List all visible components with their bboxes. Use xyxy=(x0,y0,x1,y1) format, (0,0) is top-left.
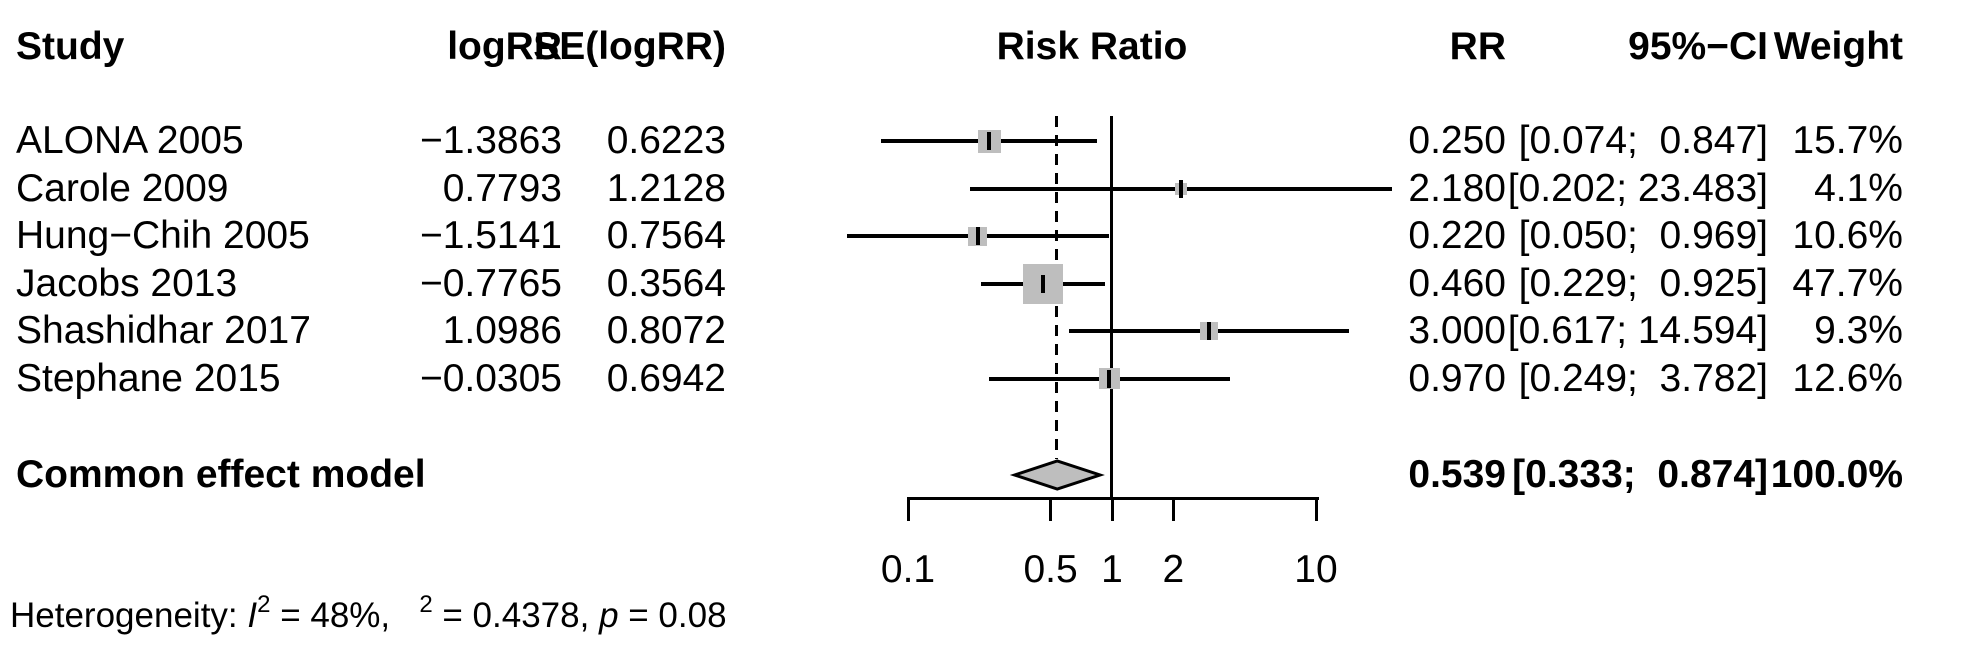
study-weight: 12.6% xyxy=(1792,356,1903,400)
col-header-risk-ratio: Risk Ratio xyxy=(996,25,1188,68)
study-weight: 15.7% xyxy=(1792,119,1903,162)
study-rr: 2.180 xyxy=(1408,166,1506,210)
study-se: 1.2128 xyxy=(606,166,726,210)
study-se: 0.8072 xyxy=(606,309,726,352)
study-logrr: −1.3863 xyxy=(419,119,562,162)
study-logrr: −0.7765 xyxy=(419,261,562,305)
x-axis-tick-label: 10 xyxy=(1294,548,1338,591)
x-axis-tick-label: 0.1 xyxy=(880,548,936,591)
x-axis-tick xyxy=(1314,497,1318,521)
study-logrr: −1.5141 xyxy=(419,214,562,257)
summary-label: Common effect model xyxy=(16,453,426,496)
x-axis-tick xyxy=(1171,497,1175,521)
study-name: Shashidhar 2017 xyxy=(16,309,311,352)
heterogeneity-note: Heterogeneity: I2 = 48%, 2 = 0.4378, p =… xyxy=(10,591,727,635)
study-rr: 3.000 xyxy=(1408,309,1506,352)
study-se: 0.3564 xyxy=(606,261,726,305)
summary-ci: [0.333; 0.874] xyxy=(1512,453,1768,496)
point-estimate-tick xyxy=(1207,322,1212,340)
study-rr: 0.220 xyxy=(1408,214,1506,257)
x-axis-tick xyxy=(906,497,910,521)
study-logrr: 1.0986 xyxy=(442,309,562,352)
point-estimate-tick xyxy=(987,132,992,150)
col-header-logrr: logRR xyxy=(447,25,562,68)
study-ci: [0.074; 0.847] xyxy=(1518,119,1768,162)
study-logrr: −0.0305 xyxy=(419,356,562,400)
study-weight: 4.1% xyxy=(1814,166,1903,210)
col-header-ci: 95%−CI xyxy=(1628,25,1768,68)
study-name: Stephane 2015 xyxy=(16,356,281,400)
study-ci: [0.249; 3.782] xyxy=(1518,356,1768,400)
summary-weight: 100.0% xyxy=(1770,453,1903,496)
x-axis-tick-label: 0.5 xyxy=(1023,548,1078,591)
study-name: Hung−Chih 2005 xyxy=(16,214,310,257)
point-estimate-tick xyxy=(1041,274,1046,293)
study-ci: [0.229; 0.925] xyxy=(1518,261,1768,305)
col-header-study: Study xyxy=(16,25,125,68)
study-rr: 0.970 xyxy=(1408,356,1506,400)
x-axis-tick-label: 2 xyxy=(1162,548,1185,591)
study-ci: [0.050; 0.969] xyxy=(1518,214,1768,257)
point-estimate-tick xyxy=(975,227,980,245)
study-name: Carole 2009 xyxy=(16,166,229,210)
study-rr: 0.460 xyxy=(1408,261,1506,305)
study-ci: [0.617; 14.594] xyxy=(1507,309,1768,352)
study-weight: 9.3% xyxy=(1814,309,1903,352)
summary-rr: 0.539 xyxy=(1408,453,1506,496)
study-se: 0.6223 xyxy=(606,119,726,162)
study-weight: 10.6% xyxy=(1792,214,1903,257)
x-axis-line xyxy=(908,497,1319,500)
point-estimate-tick xyxy=(1107,369,1112,388)
x-axis-tick-label: 1 xyxy=(1101,548,1123,591)
point-estimate-tick xyxy=(1179,179,1184,198)
col-header-weight: Weight xyxy=(1773,25,1903,68)
study-logrr: 0.7793 xyxy=(442,166,562,210)
study-name: ALONA 2005 xyxy=(16,119,244,162)
null-effect-reference-line xyxy=(1110,116,1113,498)
col-header-rr: RR xyxy=(1449,25,1506,68)
study-se: 0.7564 xyxy=(606,214,726,257)
x-axis-tick xyxy=(1049,497,1053,521)
study-ci: [0.202; 23.483] xyxy=(1507,166,1768,210)
x-axis-tick xyxy=(1110,497,1114,521)
study-name: Jacobs 2013 xyxy=(16,261,238,305)
study-rr: 0.250 xyxy=(1408,119,1506,162)
study-se: 0.6942 xyxy=(606,356,726,400)
study-weight: 47.7% xyxy=(1792,261,1903,305)
col-header-se: SE(logRR) xyxy=(533,25,726,68)
